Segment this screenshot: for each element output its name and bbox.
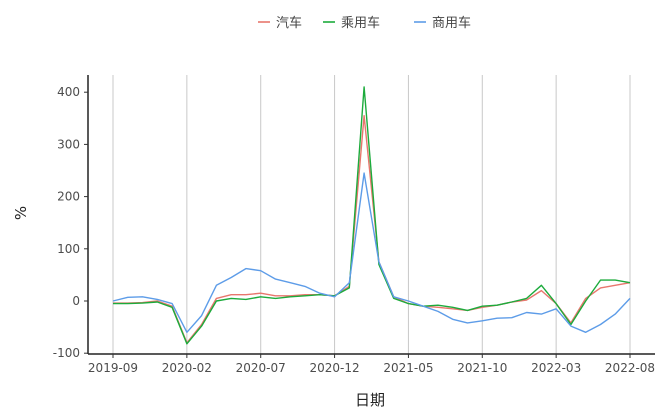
legend-label: 乘用车 [341, 15, 380, 31]
x-tick-labels: 2019-09 2020-02 2020-07 2020-12 2021-05 2021-… [88, 354, 655, 375]
x-tick-label: 2020-02 [162, 361, 212, 375]
x-tick-label: 2019-09 [88, 361, 138, 375]
legend-label: 汽车 [276, 15, 302, 31]
y-tick-label: 0 [72, 294, 80, 308]
y-tick-labels: -100 0 100 200 300 400 [53, 85, 88, 360]
vertical-gridlines [112, 75, 631, 354]
series-line-3 [112, 172, 631, 333]
x-tick-label: 2022-03 [531, 361, 581, 375]
y-tick-label: 200 [57, 190, 80, 204]
y-tick-label: -100 [53, 346, 80, 360]
y-tick-label: 100 [57, 242, 80, 256]
x-tick-label: 2022-08 [605, 361, 655, 375]
legend: 汽车 乘用车 商用车 [258, 15, 471, 31]
series-lines [112, 86, 631, 345]
y-axis-title: % [12, 206, 30, 220]
x-tick-label: 2020-07 [236, 361, 286, 375]
x-axis-title: 日期 [355, 391, 385, 409]
x-tick-label: 2021-05 [383, 361, 433, 375]
series-line-1 [113, 115, 631, 344]
legend-label: 商用车 [432, 15, 471, 31]
y-tick-label: 300 [57, 137, 80, 151]
y-tick-label: 400 [57, 85, 80, 99]
x-tick-label: 2020-12 [310, 361, 360, 375]
series-line-2 [113, 86, 631, 345]
axes [87, 75, 655, 355]
x-tick-label: 2021-10 [457, 361, 507, 375]
